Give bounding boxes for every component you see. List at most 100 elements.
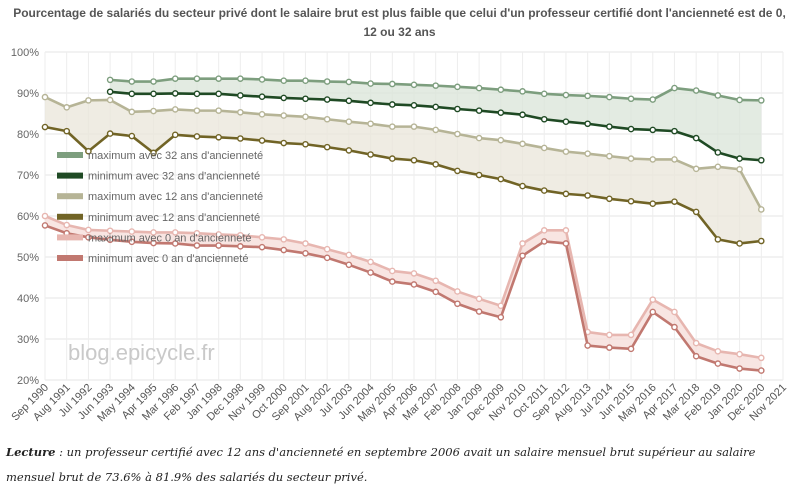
data-point <box>128 238 136 246</box>
data-point <box>345 147 353 154</box>
data-point <box>692 208 700 216</box>
data-point <box>150 90 157 98</box>
data-point <box>193 229 201 237</box>
data-point <box>757 97 765 104</box>
data-point <box>128 90 136 98</box>
data-point <box>345 97 353 105</box>
series-line <box>44 224 762 372</box>
data-point <box>367 80 374 87</box>
data-point <box>215 242 222 249</box>
data-point <box>258 137 266 144</box>
data-point <box>171 90 179 97</box>
data-point <box>584 92 591 100</box>
data-point <box>237 135 244 142</box>
data-point <box>432 126 440 134</box>
legend: maximum avec 32 ans d'ancienneté minimum … <box>57 150 263 265</box>
data-point <box>323 78 331 85</box>
data-point <box>714 92 722 99</box>
data-point <box>627 155 635 162</box>
data-point <box>432 288 440 296</box>
data-point <box>150 78 157 85</box>
data-point <box>519 182 526 190</box>
data-point <box>323 96 331 103</box>
y-tick-label: 80% <box>17 129 39 141</box>
data-point <box>606 152 613 160</box>
y-tick-label: 50% <box>17 252 39 264</box>
data-point <box>150 107 157 115</box>
data-point <box>258 76 266 83</box>
caption-text: : un professeur certifié avec 12 ans d'a… <box>6 445 756 484</box>
legend-swatch <box>57 193 83 200</box>
data-point <box>649 96 657 103</box>
data-point <box>323 143 331 151</box>
data-point <box>302 250 309 257</box>
data-point <box>475 295 483 303</box>
data-point <box>193 242 201 249</box>
data-point <box>280 112 288 119</box>
data-point <box>258 93 266 100</box>
series-line <box>44 214 762 360</box>
data-point <box>562 240 570 247</box>
data-point <box>280 94 288 102</box>
data-point <box>540 227 548 234</box>
data-point <box>757 156 765 164</box>
data-point <box>627 197 635 205</box>
data-point <box>215 231 222 238</box>
data-point <box>410 123 418 130</box>
data-point <box>627 95 635 103</box>
data-point <box>736 350 743 358</box>
data-point <box>519 240 526 247</box>
data-point <box>171 229 179 236</box>
data-point <box>736 365 743 372</box>
data-point <box>454 83 461 91</box>
data-point <box>562 91 570 99</box>
data-point <box>692 165 700 173</box>
data-point <box>63 221 71 229</box>
data-point <box>128 78 136 85</box>
data-point <box>671 84 678 92</box>
data-point <box>258 243 266 251</box>
data-point <box>736 155 743 162</box>
data-point <box>714 360 722 367</box>
data-point <box>692 339 700 347</box>
data-point <box>128 228 136 235</box>
data-point <box>497 136 505 144</box>
data-point <box>85 97 92 104</box>
data-point <box>671 127 678 135</box>
data-point <box>757 367 765 374</box>
data-point <box>540 115 548 123</box>
data-point <box>237 231 244 239</box>
data-point <box>692 352 700 360</box>
data-point <box>584 120 591 128</box>
data-point <box>388 155 396 162</box>
data-point <box>627 331 635 339</box>
data-point <box>519 111 526 119</box>
data-point <box>302 240 309 247</box>
data-point <box>475 171 483 179</box>
legend-swatch <box>57 152 83 158</box>
data-point <box>41 222 49 229</box>
data-point <box>475 107 483 114</box>
data-point <box>258 234 266 241</box>
legend-swatch <box>57 255 83 261</box>
data-point <box>171 131 179 139</box>
data-point <box>345 251 353 259</box>
data-point <box>497 86 505 94</box>
legend-swatch <box>57 234 83 241</box>
data-point <box>63 104 71 111</box>
data-point <box>280 246 288 254</box>
data-point <box>280 236 288 243</box>
data-point <box>757 237 765 245</box>
data-point <box>367 99 374 107</box>
data-point <box>367 151 374 158</box>
data-point <box>150 149 157 157</box>
data-point <box>497 109 505 116</box>
data-point <box>128 132 136 140</box>
data-point <box>692 87 700 94</box>
legend-label: maximum avec 32 ans d'ancienneté <box>88 150 263 162</box>
data-point <box>540 90 548 98</box>
y-tick-label: 30% <box>17 334 39 346</box>
data-point <box>345 118 353 125</box>
data-point <box>41 93 49 101</box>
